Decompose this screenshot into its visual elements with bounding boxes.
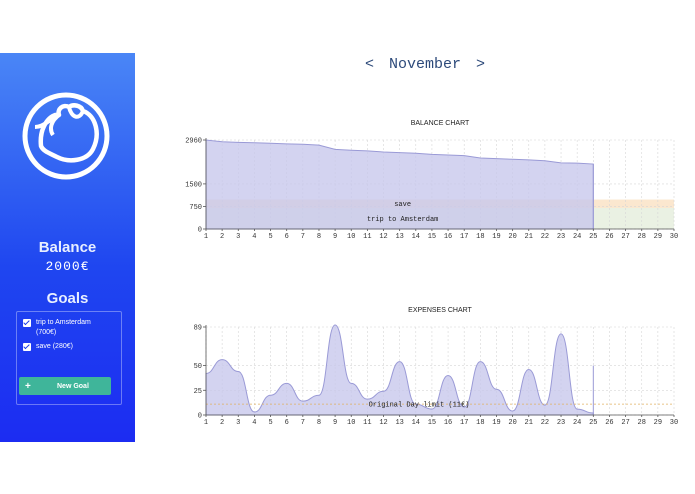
x-tick-label: 2 — [220, 233, 224, 241]
x-tick-label: 2 — [220, 419, 224, 427]
x-tick-label: 23 — [557, 419, 565, 427]
new-goal-button[interactable]: + New Goal — [19, 377, 111, 395]
band-label: trip to Amsterdam — [367, 216, 438, 224]
sidebar: Balance 2000€ Goals trip to Amsterdam (70… — [0, 53, 135, 442]
y-tick-label: 1500 — [185, 181, 202, 189]
series-area — [205, 324, 594, 416]
goal-checkbox[interactable] — [23, 343, 31, 351]
goal-item[interactable]: save (280€) — [23, 342, 73, 352]
y-tick-label: 50 — [194, 363, 202, 371]
x-tick-label: 24 — [573, 233, 581, 241]
x-tick-label: 17 — [460, 419, 468, 427]
x-tick-label: 4 — [252, 233, 256, 241]
x-tick-label: 11 — [363, 419, 371, 427]
month-selector: < November > — [340, 56, 510, 73]
y-tick-label: 0 — [198, 227, 202, 235]
x-tick-label: 19 — [492, 233, 500, 241]
x-tick-label: 23 — [557, 233, 565, 241]
chart-title: BALANCE CHART — [411, 120, 470, 127]
new-goal-label: New Goal — [57, 382, 89, 390]
series-area — [205, 139, 594, 230]
x-tick-label: 8 — [317, 233, 321, 241]
goals-title: Goals — [46, 290, 89, 307]
goal-item[interactable]: trip to Amsterdam (700€) — [23, 318, 91, 338]
x-tick-label: 12 — [379, 419, 387, 427]
x-tick-label: 3 — [236, 419, 240, 427]
plus-icon: + — [25, 380, 31, 392]
x-tick-label: 14 — [412, 233, 420, 241]
x-tick-label: 21 — [525, 419, 533, 427]
x-tick-label: 28 — [638, 233, 646, 241]
x-tick-label: 26 — [605, 233, 613, 241]
x-tick-label: 25 — [589, 233, 597, 241]
day-limit-label: Original Day limit (11€) — [369, 402, 470, 410]
goals-list: trip to Amsterdam (700€) save (280€) + Ne… — [16, 311, 122, 405]
expenses-chart-group: EXPENSES CHART Original Day limit (11€) 0 2… — [194, 307, 679, 427]
x-tick-label: 5 — [268, 419, 272, 427]
x-tick-label: 28 — [638, 419, 646, 427]
next-month-button[interactable]: > — [476, 56, 486, 73]
x-tick-label: 25 — [589, 419, 597, 427]
x-tick-label: 6 — [285, 233, 289, 241]
x-tick-label: 5 — [268, 233, 272, 241]
goal-text: save (280€) — [36, 343, 73, 350]
x-tick-label: 30 — [670, 419, 678, 427]
x-tick-label: 17 — [460, 233, 468, 241]
y-tick-label: 25 — [194, 388, 202, 396]
band-label: save — [394, 201, 411, 209]
x-tick-label: 11 — [363, 233, 371, 241]
x-tick-label: 7 — [301, 233, 305, 241]
x-tick-label: 12 — [379, 233, 387, 241]
x-tick-label: 20 — [508, 233, 516, 241]
goal-checkbox[interactable] — [23, 319, 31, 327]
x-tick-label: 15 — [428, 233, 436, 241]
x-tick-label: 22 — [541, 233, 549, 241]
x-tick-label: 19 — [492, 419, 500, 427]
x-tick-label: 7 — [301, 419, 305, 427]
x-tick-label: 18 — [476, 419, 484, 427]
balance-value: 2000€ — [45, 259, 90, 274]
x-tick-label: 8 — [317, 419, 321, 427]
y-tick-label: 750 — [189, 204, 202, 212]
x-tick-label: 27 — [621, 419, 629, 427]
x-tick-label: 6 — [285, 419, 289, 427]
x-tick-label: 27 — [621, 233, 629, 241]
wallet-pouch-logo-icon — [22, 92, 110, 180]
x-tick-label: 21 — [525, 233, 533, 241]
x-tick-label: 1 — [204, 233, 208, 241]
goal-text: trip to Amsterdam (700€) — [36, 319, 91, 336]
x-tick-label: 16 — [444, 233, 452, 241]
x-tick-label: 22 — [541, 419, 549, 427]
x-tick-label: 10 — [347, 419, 355, 427]
y-tick-label: 89 — [194, 325, 202, 333]
x-tick-label: 10 — [347, 233, 355, 241]
month-label: November — [388, 56, 461, 73]
x-tick-label: 18 — [476, 233, 484, 241]
x-tick-label: 24 — [573, 419, 581, 427]
prev-month-button[interactable]: < — [364, 56, 374, 73]
x-tick-label: 13 — [395, 419, 403, 427]
x-tick-label: 9 — [333, 419, 337, 427]
y-tick-label: 0 — [198, 413, 202, 421]
x-tick-label: 3 — [236, 233, 240, 241]
x-tick-label: 20 — [508, 419, 516, 427]
x-tick-label: 1 — [204, 419, 208, 427]
x-tick-label: 26 — [605, 419, 613, 427]
x-tick-label: 16 — [444, 419, 452, 427]
x-tick-label: 9 — [333, 233, 337, 241]
x-tick-label: 14 — [412, 419, 420, 427]
x-tick-label: 15 — [428, 419, 436, 427]
chart-title: EXPENSES CHART — [408, 307, 472, 314]
x-tick-label: 29 — [654, 233, 662, 241]
balance-title: Balance — [38, 239, 97, 256]
x-tick-label: 30 — [670, 233, 678, 241]
x-tick-label: 29 — [654, 419, 662, 427]
x-tick-label: 4 — [252, 419, 256, 427]
x-tick-label: 13 — [395, 233, 403, 241]
y-tick-label: 2960 — [185, 138, 202, 146]
